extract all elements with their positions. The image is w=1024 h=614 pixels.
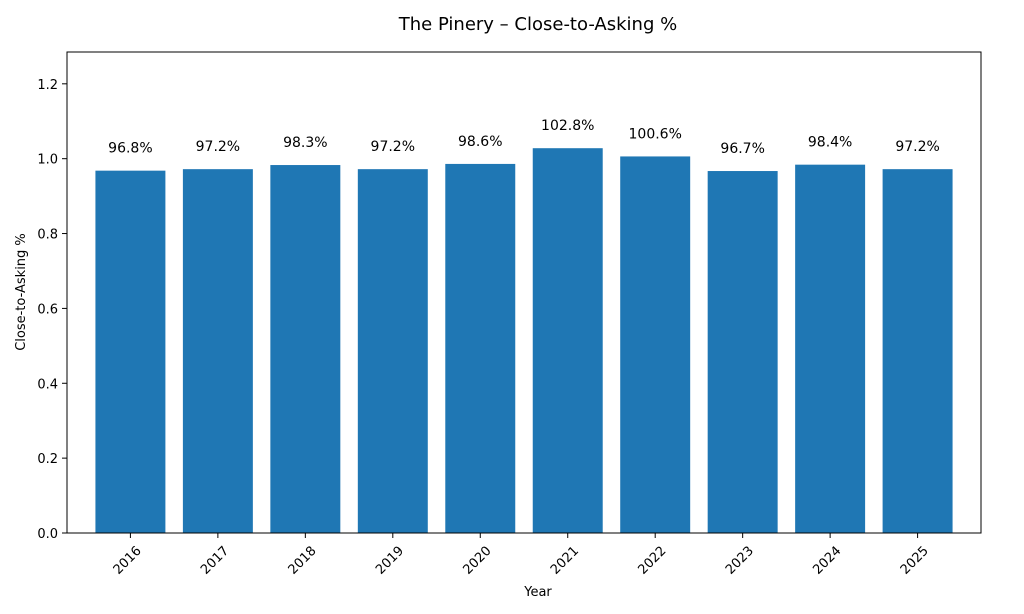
y-tick-label: 1.0 <box>37 153 58 168</box>
x-tick-label: 2019 <box>373 544 407 578</box>
bar-2016 <box>95 170 166 533</box>
bar-2021 <box>532 148 603 533</box>
x-tick-label: 2022 <box>635 544 669 578</box>
y-tick-label: 0.6 <box>37 302 58 317</box>
bar-2024 <box>795 164 866 533</box>
y-tick-label: 0.2 <box>37 452 58 467</box>
x-tick-label: 2024 <box>810 544 844 578</box>
bar-value-label: 102.8% <box>541 118 594 134</box>
chart-title: The Pinery – Close-to-Asking % <box>398 14 677 35</box>
bar-value-label: 98.4% <box>808 135 852 151</box>
x-tick-label: 2021 <box>548 544 582 578</box>
bar-value-label: 100.6% <box>629 126 682 142</box>
x-tick-label: 2017 <box>198 544 232 578</box>
plot-area: 96.8% 2016 97.2% 2017 98.3% 2018 97.2% 2019 98.6… <box>37 51 982 578</box>
y-axis-label: Close-to-Asking % <box>14 233 29 351</box>
x-tick-label: 2025 <box>898 544 932 578</box>
x-tick-label: 2016 <box>111 544 145 578</box>
x-axis-label: Year <box>523 585 552 600</box>
bar-2019 <box>357 169 428 533</box>
bar-value-label: 98.3% <box>283 135 327 151</box>
bar-value-label: 97.2% <box>895 139 939 155</box>
bar-value-label: 96.7% <box>720 141 764 157</box>
y-tick-label: 0.0 <box>37 527 58 542</box>
bar-value-label: 97.2% <box>371 139 415 155</box>
y-tick-label: 0.8 <box>37 228 58 243</box>
y-tick-label: 0.4 <box>37 377 58 392</box>
bar-2022 <box>620 156 691 534</box>
y-tick-label: 1.2 <box>37 78 58 93</box>
bar-2020 <box>445 163 516 534</box>
bar-value-label: 97.2% <box>196 139 240 155</box>
x-tick-label: 2020 <box>461 544 495 578</box>
bar-2025 <box>882 169 953 533</box>
bar-value-label: 98.6% <box>458 134 502 150</box>
bar-2017 <box>182 169 253 533</box>
bar-2018 <box>270 165 341 533</box>
x-tick-label: 2023 <box>723 544 757 578</box>
x-tick-label: 2018 <box>286 544 320 578</box>
axes-frame <box>66 51 982 534</box>
bar-2023 <box>707 171 778 534</box>
bar-value-label: 96.8% <box>108 141 152 157</box>
